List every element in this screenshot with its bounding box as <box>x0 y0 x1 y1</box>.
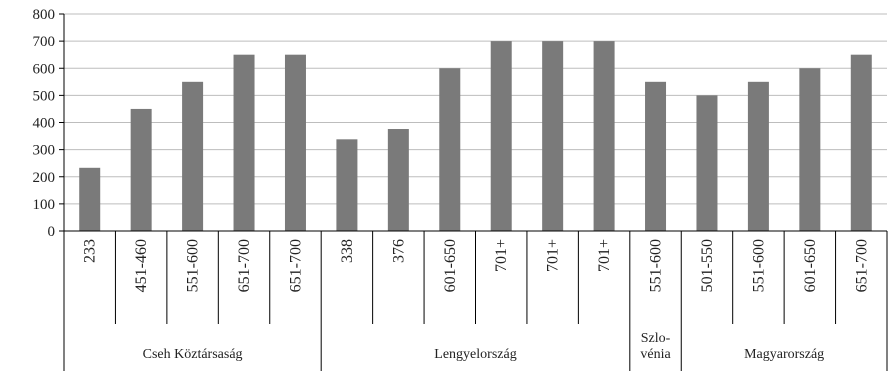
y-tick-label: 200 <box>33 170 56 186</box>
category-label: 551-600 <box>648 239 665 292</box>
bar <box>490 41 512 231</box>
bar <box>79 167 101 231</box>
bar <box>387 129 409 231</box>
bar <box>233 54 255 231</box>
bar <box>645 81 667 231</box>
category-label: 338 <box>339 239 356 263</box>
axes <box>59 13 888 371</box>
category-label: 451-460 <box>133 239 150 292</box>
bar <box>696 95 718 231</box>
bar <box>439 68 461 231</box>
group-label-line: vénia <box>640 347 671 362</box>
group-label: Cseh Köztársaság <box>143 347 243 362</box>
category-label: 651-700 <box>236 239 253 292</box>
y-tick-label: 700 <box>33 34 56 50</box>
y-tick-label: 300 <box>33 143 56 159</box>
y-tick-label: 0 <box>48 224 56 240</box>
category-label: 701+ <box>596 239 613 272</box>
bar <box>284 54 306 231</box>
y-tick-label: 600 <box>33 61 56 77</box>
category-label: 233 <box>82 239 99 263</box>
category-label: 551-600 <box>185 239 202 292</box>
y-tick-label: 400 <box>33 116 56 132</box>
category-label: 601-650 <box>802 239 819 292</box>
group-label-line: Szlo- <box>641 331 671 346</box>
bar <box>850 54 872 231</box>
category-label: 701+ <box>493 239 510 272</box>
category-label: 376 <box>390 239 407 263</box>
group-label: Magyarország <box>744 347 824 362</box>
bar <box>336 139 358 231</box>
group-label: Lengyelország <box>434 347 516 362</box>
bar <box>542 41 564 231</box>
bars <box>79 41 872 231</box>
y-tick-label: 500 <box>33 88 56 104</box>
y-tick-label: 800 <box>33 7 56 23</box>
category-label: 701+ <box>545 239 562 272</box>
category-label: 651-700 <box>287 239 304 292</box>
labels: 0 100 200 300 400 500 600 700 800 233 451-460 551-6… <box>33 7 871 362</box>
bar <box>799 68 821 231</box>
bar <box>182 81 204 231</box>
category-label: 601-650 <box>442 239 459 292</box>
y-tick-label: 100 <box>33 197 56 213</box>
category-label: 501-550 <box>699 239 716 292</box>
category-label: 551-600 <box>750 239 767 292</box>
bar <box>130 108 152 231</box>
bar <box>593 41 615 231</box>
category-label: 651-700 <box>853 239 870 292</box>
bar <box>747 81 769 231</box>
